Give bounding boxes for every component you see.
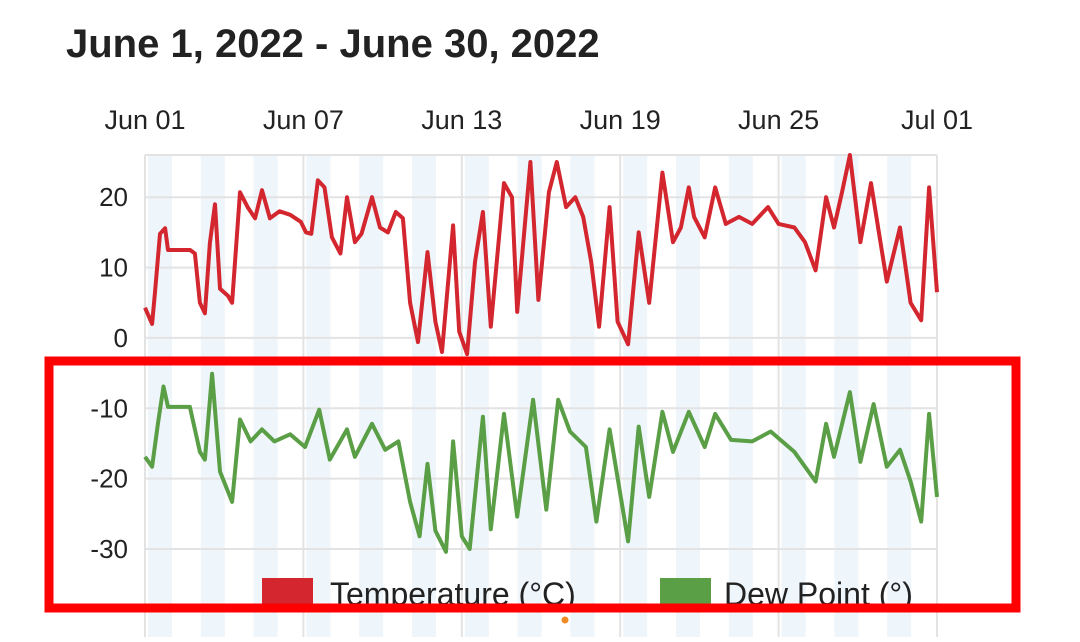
data-line bbox=[143, 153, 939, 357]
y-tick-label: -10 bbox=[90, 393, 128, 423]
y-tick-label: 0 bbox=[114, 323, 128, 353]
background-stripe bbox=[412, 155, 436, 637]
background-stripe bbox=[253, 155, 278, 637]
y-tick-label: -30 bbox=[90, 534, 128, 564]
x-tick-label: Jun 13 bbox=[421, 105, 502, 135]
scroll-indicator bbox=[561, 616, 569, 624]
background-layer bbox=[144, 154, 938, 637]
y-tick-label: 20 bbox=[99, 182, 128, 212]
background-stripe bbox=[728, 155, 753, 637]
x-tick-label: Jun 07 bbox=[263, 105, 344, 135]
highlight-box bbox=[44, 356, 1021, 613]
background-stripe bbox=[570, 155, 595, 637]
data-line bbox=[143, 371, 939, 554]
background-stripe bbox=[148, 155, 172, 637]
x-tick-label: Jun 01 bbox=[104, 105, 185, 135]
legend-swatch bbox=[262, 578, 313, 606]
x-tick-label: Jun 25 bbox=[738, 105, 819, 135]
x-tick-label: Jun 19 bbox=[580, 105, 661, 135]
x-tick-label: Jul 01 bbox=[901, 105, 973, 135]
background-stripe bbox=[359, 155, 384, 637]
background-stripe bbox=[517, 155, 542, 637]
background-stripe bbox=[676, 155, 700, 637]
legend-swatch bbox=[660, 578, 711, 606]
y-tick-label: 10 bbox=[99, 253, 128, 283]
background-stripe bbox=[834, 155, 859, 637]
y-tick-label: -20 bbox=[90, 464, 128, 494]
chart-title: June 1, 2022 - June 30, 2022 bbox=[66, 22, 600, 66]
background-stripe bbox=[306, 155, 331, 637]
background-stripe bbox=[623, 155, 648, 637]
